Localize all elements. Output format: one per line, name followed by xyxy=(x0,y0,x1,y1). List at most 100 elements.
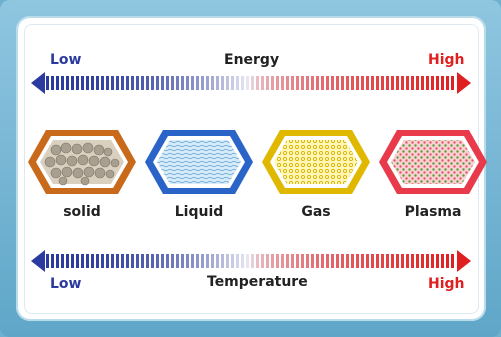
temperature-bar-segment xyxy=(251,254,254,268)
energy-bar-segment xyxy=(291,76,294,90)
energy-arrow-right-head xyxy=(457,72,471,94)
temperature-bar-segment xyxy=(286,254,289,268)
energy-bar-segment xyxy=(141,76,144,90)
energy-bar-segment xyxy=(236,76,239,90)
temperature-bar-segment xyxy=(406,254,409,268)
temperature-bar-segment xyxy=(246,254,249,268)
temperature-bar-segment xyxy=(231,254,234,268)
energy-bar-segment xyxy=(316,76,319,90)
energy-bar-segment xyxy=(301,76,304,90)
energy-bar-segment xyxy=(226,76,229,90)
temperature-bar-segment xyxy=(401,254,404,268)
temperature-bar-segment xyxy=(91,254,94,268)
temperature-bar-segment xyxy=(96,254,99,268)
energy-bar-segment xyxy=(156,76,159,90)
energy-bar-segment xyxy=(371,76,374,90)
temperature-bar-segment xyxy=(371,254,374,268)
energy-bar-segment xyxy=(381,76,384,90)
energy-bar-segment xyxy=(116,76,119,90)
temperature-bar-segment xyxy=(66,254,69,268)
energy-bar-segment xyxy=(426,76,429,90)
energy-bar-segment xyxy=(61,76,64,90)
energy-bar-segment xyxy=(391,76,394,90)
temperature-bar-segment xyxy=(236,254,239,268)
temperature-bar-segment xyxy=(56,254,59,268)
liquid-hexagon xyxy=(145,130,253,194)
energy-bar-segment xyxy=(221,76,224,90)
temperature-bar-segment xyxy=(51,254,54,268)
temperature-bar-segment xyxy=(111,254,114,268)
temperature-arrow-left-head xyxy=(31,250,45,272)
temperature-bar-segment xyxy=(361,254,364,268)
energy-bar-segment xyxy=(151,76,154,90)
energy-bar-segment xyxy=(356,76,359,90)
temperature-bar-segment xyxy=(431,254,434,268)
temperature-bar-segment xyxy=(176,254,179,268)
temperature-bar-segment xyxy=(356,254,359,268)
temperature-bar-segment xyxy=(156,254,159,268)
temperature-gradient-bars xyxy=(46,254,454,268)
temperature-bar-segment xyxy=(106,254,109,268)
energy-gradient-bars xyxy=(46,76,454,90)
energy-bar-segment xyxy=(166,76,169,90)
temperature-bar-segment xyxy=(396,254,399,268)
energy-bar-segment xyxy=(281,76,284,90)
energy-bar-segment xyxy=(296,76,299,90)
energy-bar-segment xyxy=(321,76,324,90)
temperature-bar-segment xyxy=(331,254,334,268)
temperature-high-label: High xyxy=(428,276,465,292)
energy-scale-label: Energy xyxy=(224,52,280,68)
temperature-bar-segment xyxy=(306,254,309,268)
energy-bar-segment xyxy=(206,76,209,90)
energy-bar-segment xyxy=(216,76,219,90)
energy-bar-segment xyxy=(311,76,314,90)
temperature-bar-segment xyxy=(411,254,414,268)
state-label-gas: Gas xyxy=(301,204,331,220)
temperature-bar-segment xyxy=(386,254,389,268)
temperature-bar-segment xyxy=(266,254,269,268)
temperature-scale-label: Temperature xyxy=(207,274,308,290)
energy-bar-segment xyxy=(71,76,74,90)
energy-bar-segment xyxy=(76,76,79,90)
energy-bar-segment xyxy=(161,76,164,90)
energy-bar-segment xyxy=(406,76,409,90)
temperature-bar-segment xyxy=(326,254,329,268)
energy-bar-segment xyxy=(46,76,49,90)
temperature-bar-segment xyxy=(61,254,64,268)
energy-bar-segment xyxy=(451,76,454,90)
temperature-bar-segment xyxy=(341,254,344,268)
energy-bar-segment xyxy=(361,76,364,90)
temperature-bar-segment xyxy=(201,254,204,268)
temperature-bar-segment xyxy=(181,254,184,268)
temperature-bar-segment xyxy=(366,254,369,268)
energy-bar-segment xyxy=(441,76,444,90)
energy-bar-segment xyxy=(66,76,69,90)
energy-bar-segment xyxy=(351,76,354,90)
energy-bar-segment xyxy=(331,76,334,90)
temperature-bar-segment xyxy=(81,254,84,268)
energy-bar-segment xyxy=(261,76,264,90)
energy-bar-segment xyxy=(86,76,89,90)
temperature-bar-segment xyxy=(301,254,304,268)
energy-bar-segment xyxy=(96,76,99,90)
energy-bar-segment xyxy=(421,76,424,90)
solid-hexagon xyxy=(28,130,136,194)
temperature-bar-segment xyxy=(241,254,244,268)
temperature-bar-segment xyxy=(381,254,384,268)
temperature-bar-segment xyxy=(291,254,294,268)
energy-bar-segment xyxy=(241,76,244,90)
energy-bar-segment xyxy=(51,76,54,90)
temperature-bar-segment xyxy=(271,254,274,268)
temperature-bar-segment xyxy=(86,254,89,268)
temperature-arrow xyxy=(31,250,471,272)
temperature-bar-segment xyxy=(141,254,144,268)
temperature-bar-segment xyxy=(146,254,149,268)
energy-bar-segment xyxy=(126,76,129,90)
energy-bar-segment xyxy=(251,76,254,90)
temperature-bar-segment xyxy=(351,254,354,268)
energy-bar-segment xyxy=(201,76,204,90)
temperature-bar-segment xyxy=(311,254,314,268)
energy-bar-segment xyxy=(196,76,199,90)
temperature-bar-segment xyxy=(296,254,299,268)
